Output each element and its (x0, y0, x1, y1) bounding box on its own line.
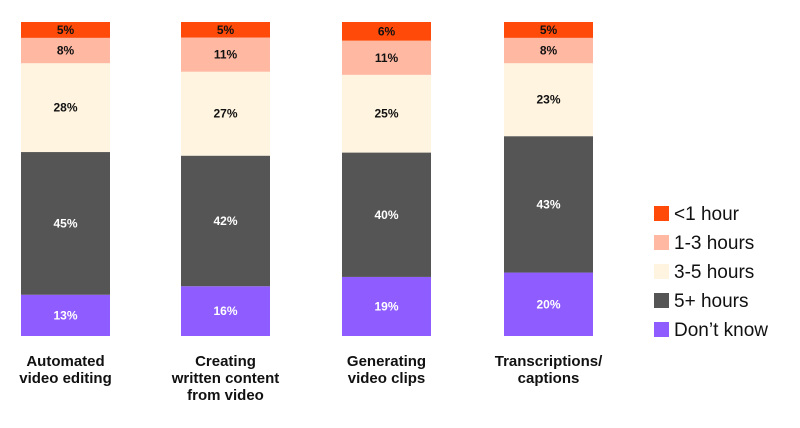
bar-segment-3-5-hours-3 (342, 74, 431, 153)
bar-segment-3-5-hours-4 (504, 63, 593, 137)
bar-segment-5-hours-3 (342, 152, 431, 277)
data-label-1-3-hours-3: 11% (375, 51, 399, 65)
bar-segment-don-t-know-2 (181, 286, 270, 336)
bar-segment-1-hour-3 (342, 22, 431, 41)
bar-segment-3-5-hours-2 (181, 71, 270, 156)
data-label-don-t-know-4: 20% (536, 297, 560, 311)
bar-segment-1-hour-1 (21, 22, 110, 38)
data-label-don-t-know-1: 13% (53, 308, 77, 322)
data-label-5-hours-1: 45% (53, 216, 77, 230)
bar-segment-3-5-hours-1 (21, 63, 110, 153)
legend-label-5-hours: 5+ hours (674, 291, 748, 312)
legend-label-1-hour: <1 hour (674, 204, 740, 225)
bar-segment-1-3-hours-3 (342, 40, 431, 75)
data-label-1-3-hours-4: 8% (540, 44, 558, 58)
legend-swatch-3-5-hours (654, 264, 669, 279)
bar-segment-5-hours-2 (181, 155, 270, 287)
data-label-5-hours-4: 43% (536, 197, 560, 211)
legend: <1 hour 1-3 hours 3-5 hours 5+ hours Don’t k… (654, 204, 768, 341)
data-label-don-t-know-3: 19% (374, 299, 398, 313)
legend-label-1-3-hours: 1-3 hours (674, 233, 754, 254)
bar-segment-1-3-hours-4 (504, 37, 593, 64)
bar-segment-1-hour-2 (181, 22, 270, 38)
bar-segment-1-hour-4 (504, 22, 593, 38)
legend-swatch-don-t-know (654, 322, 669, 337)
data-label-1-hour-1: 5% (57, 23, 75, 37)
bar-segment-don-t-know-1 (21, 294, 110, 336)
category-label-2: Creating written content from video (171, 353, 280, 404)
category-label-3: Generating video clips (347, 353, 426, 387)
category-label-4: Transcriptions/captions (495, 353, 603, 387)
data-label-5-hours-3: 40% (374, 208, 398, 222)
data-label-5-hours-2: 42% (213, 214, 237, 228)
category-label-1: Automated video editing (19, 353, 112, 387)
data-label-don-t-know-2: 16% (213, 304, 237, 318)
data-label-3-5-hours-3: 25% (374, 107, 398, 121)
legend-swatch-5-hours (654, 293, 669, 308)
data-label-1-hour-4: 5% (540, 23, 558, 37)
bar-segment-5-hours-4 (504, 136, 593, 273)
bar-segment-don-t-know-4 (504, 272, 593, 336)
bar-segment-1-3-hours-1 (21, 37, 110, 64)
legend-label-3-5-hours: 3-5 hours (674, 262, 754, 283)
bar-segment-1-3-hours-2 (181, 37, 270, 72)
bar-segment-5-hours-1 (21, 152, 110, 295)
data-label-1-hour-2: 5% (217, 23, 235, 37)
data-label-1-3-hours-2: 11% (214, 48, 238, 62)
data-label-1-3-hours-1: 8% (57, 44, 75, 58)
bar-segment-don-t-know-3 (342, 276, 431, 336)
legend-swatch-1-hour (654, 206, 669, 221)
category-labels: Automated video editing Creating written co… (19, 353, 603, 404)
data-label-3-5-hours-2: 27% (213, 107, 237, 121)
data-label-1-hour-3: 6% (378, 24, 396, 38)
legend-swatch-1-3-hours (654, 235, 669, 250)
legend-label-don-t-know: Don’t know (674, 320, 768, 341)
data-label-3-5-hours-4: 23% (536, 93, 560, 107)
bars-layer: 13% 45% 28% 8% 5% 16% 42% 27% 11% 5% 19% 40% 25% 11% 6… (21, 22, 593, 336)
data-label-3-5-hours-1: 28% (53, 101, 77, 115)
